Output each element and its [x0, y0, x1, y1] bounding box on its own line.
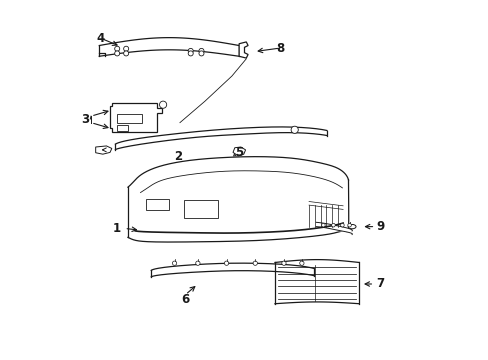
Text: 3: 3 — [81, 113, 89, 126]
Circle shape — [123, 51, 128, 56]
Circle shape — [199, 48, 203, 53]
Circle shape — [340, 224, 344, 227]
Bar — [117, 114, 142, 123]
Text: 5: 5 — [235, 145, 243, 158]
Text: 6: 6 — [181, 293, 189, 306]
Bar — [183, 201, 217, 218]
Circle shape — [224, 261, 228, 265]
Bar — [117, 125, 128, 131]
Polygon shape — [128, 157, 348, 242]
Polygon shape — [99, 38, 239, 56]
Text: 1: 1 — [113, 222, 121, 235]
Polygon shape — [239, 42, 247, 58]
Bar — [145, 199, 169, 211]
Circle shape — [331, 224, 335, 227]
Circle shape — [188, 51, 193, 56]
Text: 2: 2 — [174, 150, 182, 163]
Circle shape — [115, 46, 120, 51]
Circle shape — [188, 48, 193, 53]
Polygon shape — [110, 103, 162, 132]
Circle shape — [299, 261, 304, 265]
Circle shape — [172, 261, 176, 265]
Ellipse shape — [347, 225, 355, 229]
Text: 8: 8 — [276, 41, 284, 54]
Polygon shape — [274, 260, 359, 304]
Circle shape — [199, 51, 203, 56]
Circle shape — [281, 261, 285, 265]
Circle shape — [195, 261, 200, 265]
Circle shape — [115, 51, 120, 56]
Circle shape — [347, 224, 351, 227]
Text: 9: 9 — [376, 220, 384, 233]
Polygon shape — [115, 127, 326, 149]
Circle shape — [123, 46, 128, 51]
Circle shape — [253, 261, 257, 265]
Polygon shape — [233, 147, 245, 156]
Circle shape — [321, 224, 325, 227]
Polygon shape — [151, 263, 314, 277]
Polygon shape — [316, 222, 352, 234]
Circle shape — [290, 126, 298, 134]
Text: 4: 4 — [97, 32, 105, 45]
Polygon shape — [96, 146, 112, 154]
Circle shape — [159, 101, 166, 108]
Text: 7: 7 — [376, 278, 384, 291]
